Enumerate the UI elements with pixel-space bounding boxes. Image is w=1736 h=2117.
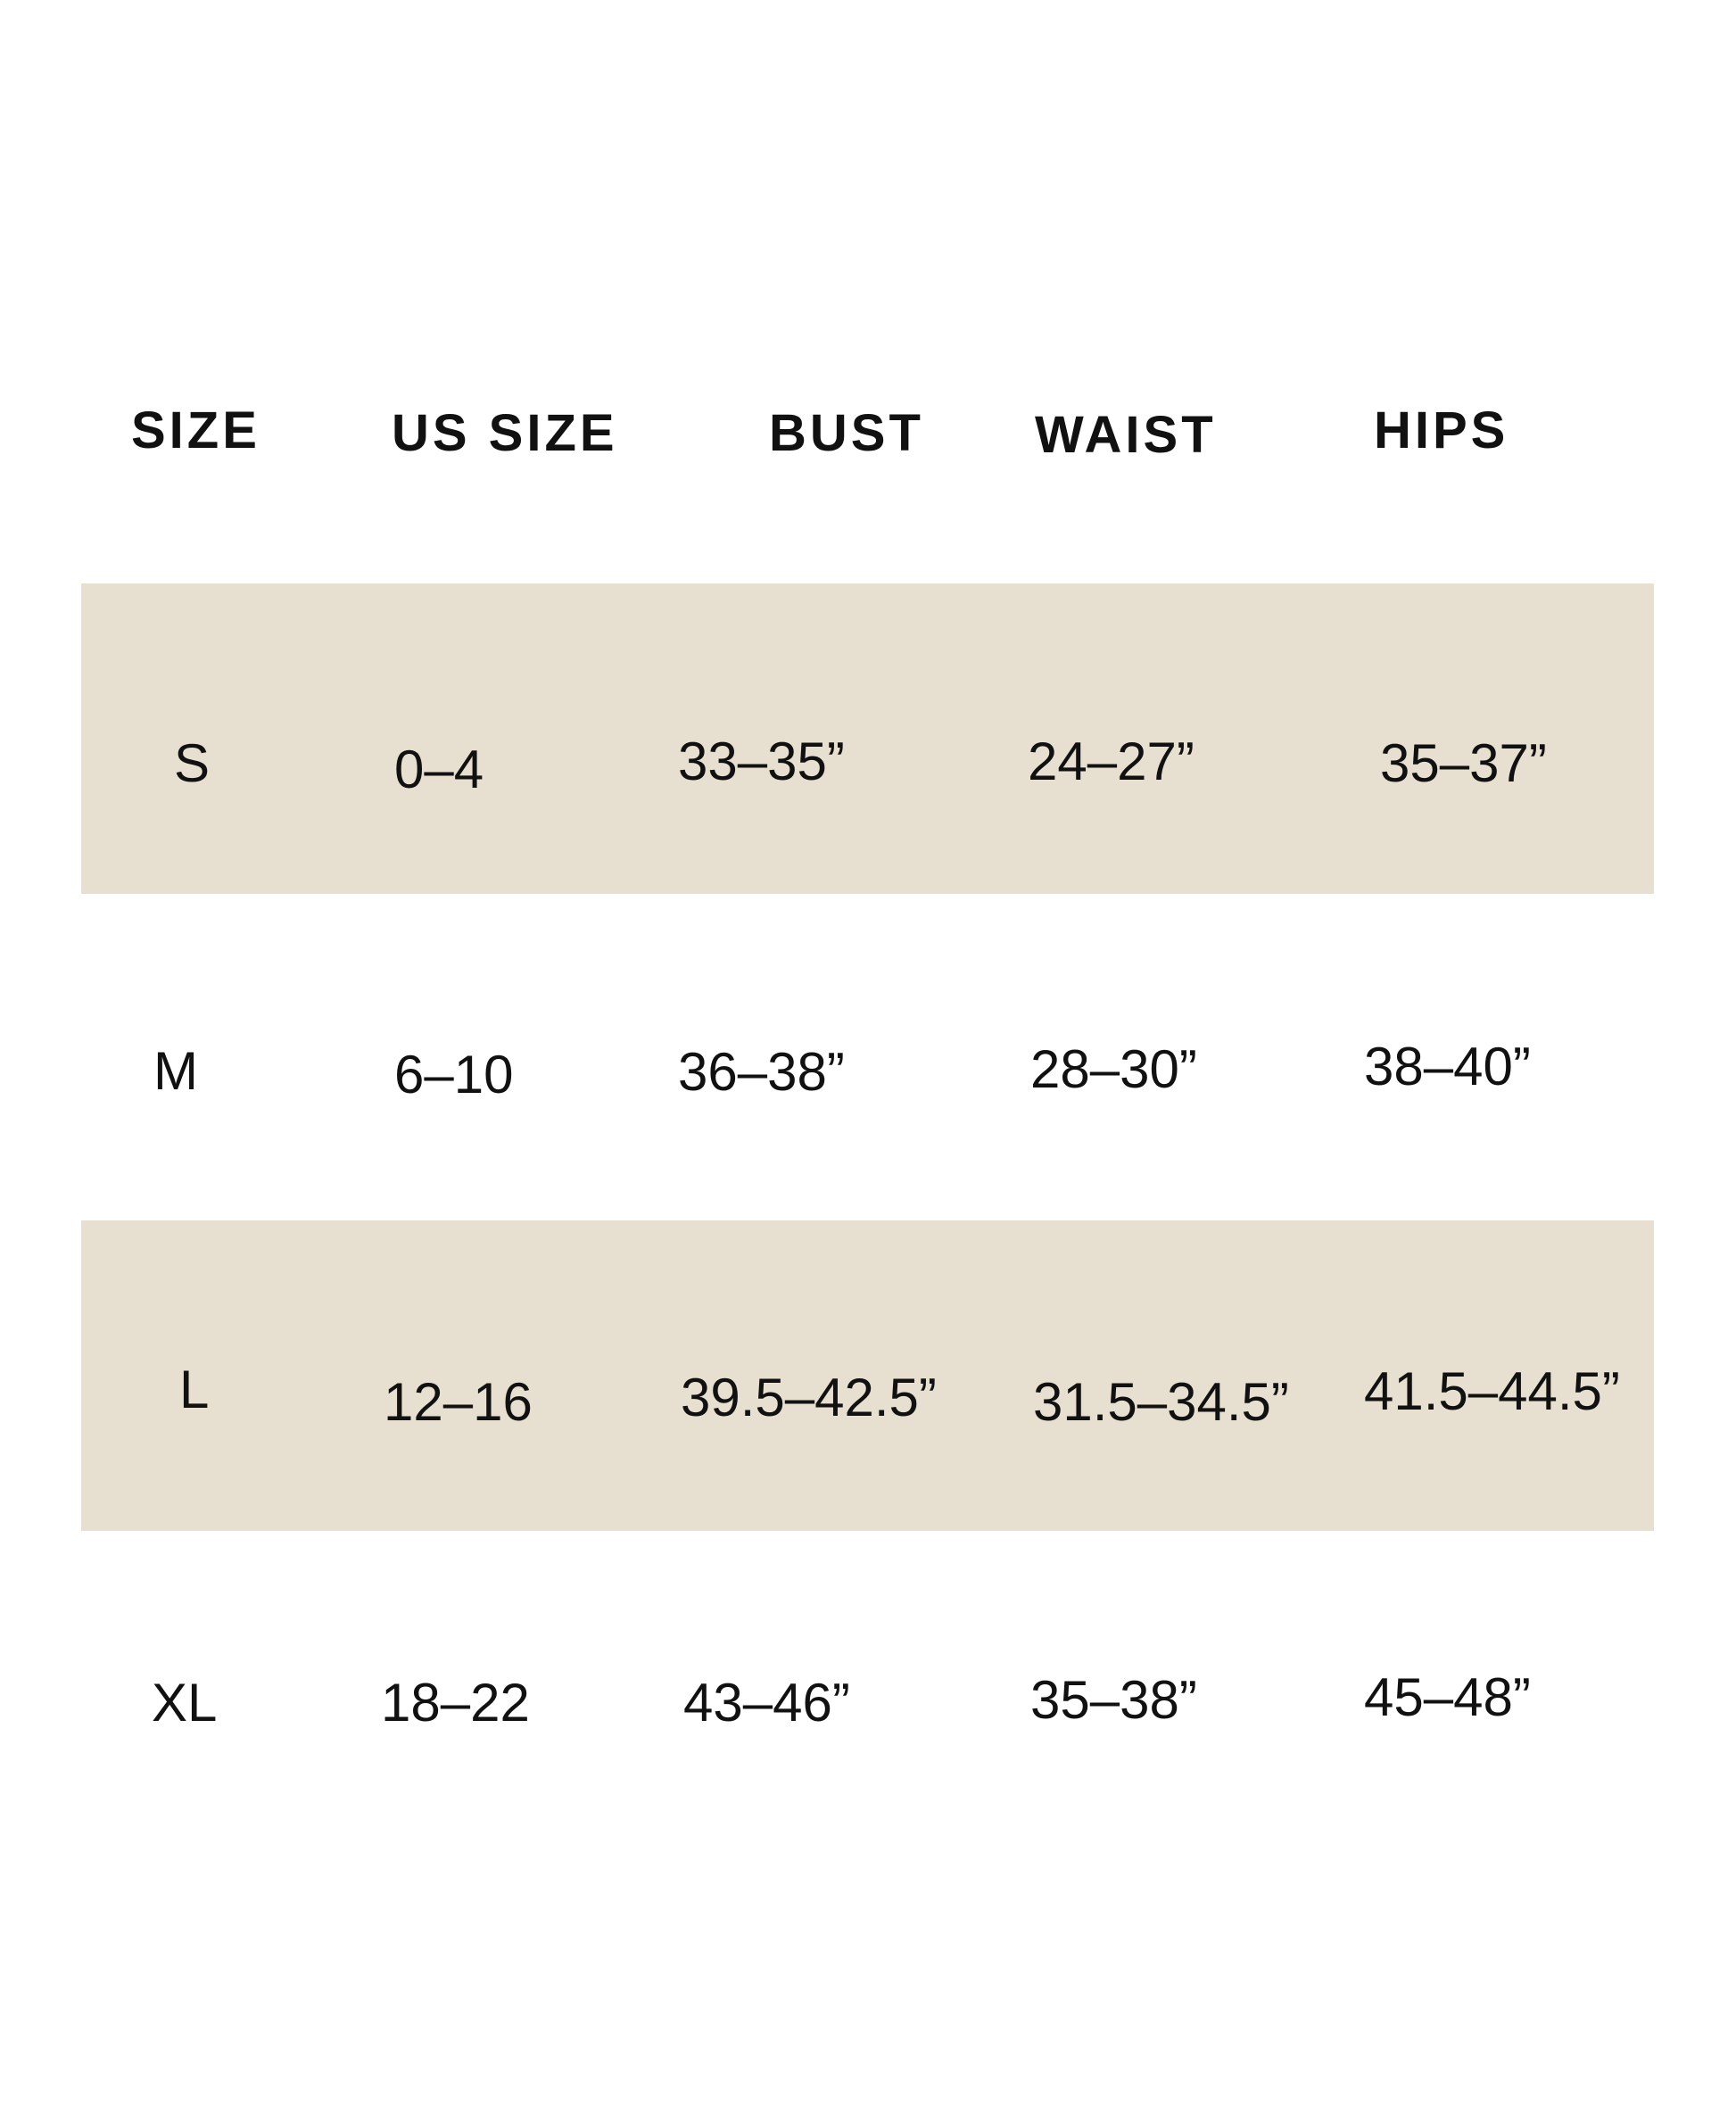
- header-hips: HIPS: [1374, 401, 1509, 459]
- cell-size: S: [174, 733, 211, 793]
- cell-bust: 33–35”: [678, 732, 845, 791]
- cell-size: M: [153, 1041, 198, 1101]
- header-waist: WAIST: [1035, 406, 1217, 464]
- cell-hips: 38–40”: [1364, 1037, 1531, 1096]
- row-band-s: [81, 583, 1654, 894]
- cell-bust: 39.5–42.5”: [681, 1368, 937, 1427]
- header-size: SIZE: [131, 401, 260, 459]
- cell-bust: 36–38”: [678, 1042, 845, 1102]
- cell-us-size: 6–10: [394, 1045, 514, 1104]
- cell-us-size: 0–4: [394, 740, 484, 799]
- cell-us-size: 18–22: [381, 1673, 530, 1732]
- cell-size: L: [179, 1360, 210, 1419]
- cell-waist: 24–27”: [1028, 732, 1195, 791]
- cell-bust: 43–46”: [683, 1673, 850, 1732]
- cell-size: XL: [152, 1673, 218, 1732]
- cell-waist: 28–30”: [1030, 1039, 1197, 1099]
- cell-hips: 35–37”: [1380, 733, 1547, 793]
- cell-waist: 35–38”: [1030, 1670, 1197, 1730]
- cell-hips: 45–48”: [1364, 1667, 1531, 1727]
- cell-hips: 41.5–44.5”: [1364, 1361, 1620, 1421]
- header-us-size: US SIZE: [392, 404, 618, 462]
- cell-us-size: 12–16: [384, 1372, 533, 1432]
- header-bust: BUST: [769, 404, 924, 462]
- row-band-l: [81, 1220, 1654, 1531]
- cell-waist: 31.5–34.5”: [1033, 1372, 1289, 1432]
